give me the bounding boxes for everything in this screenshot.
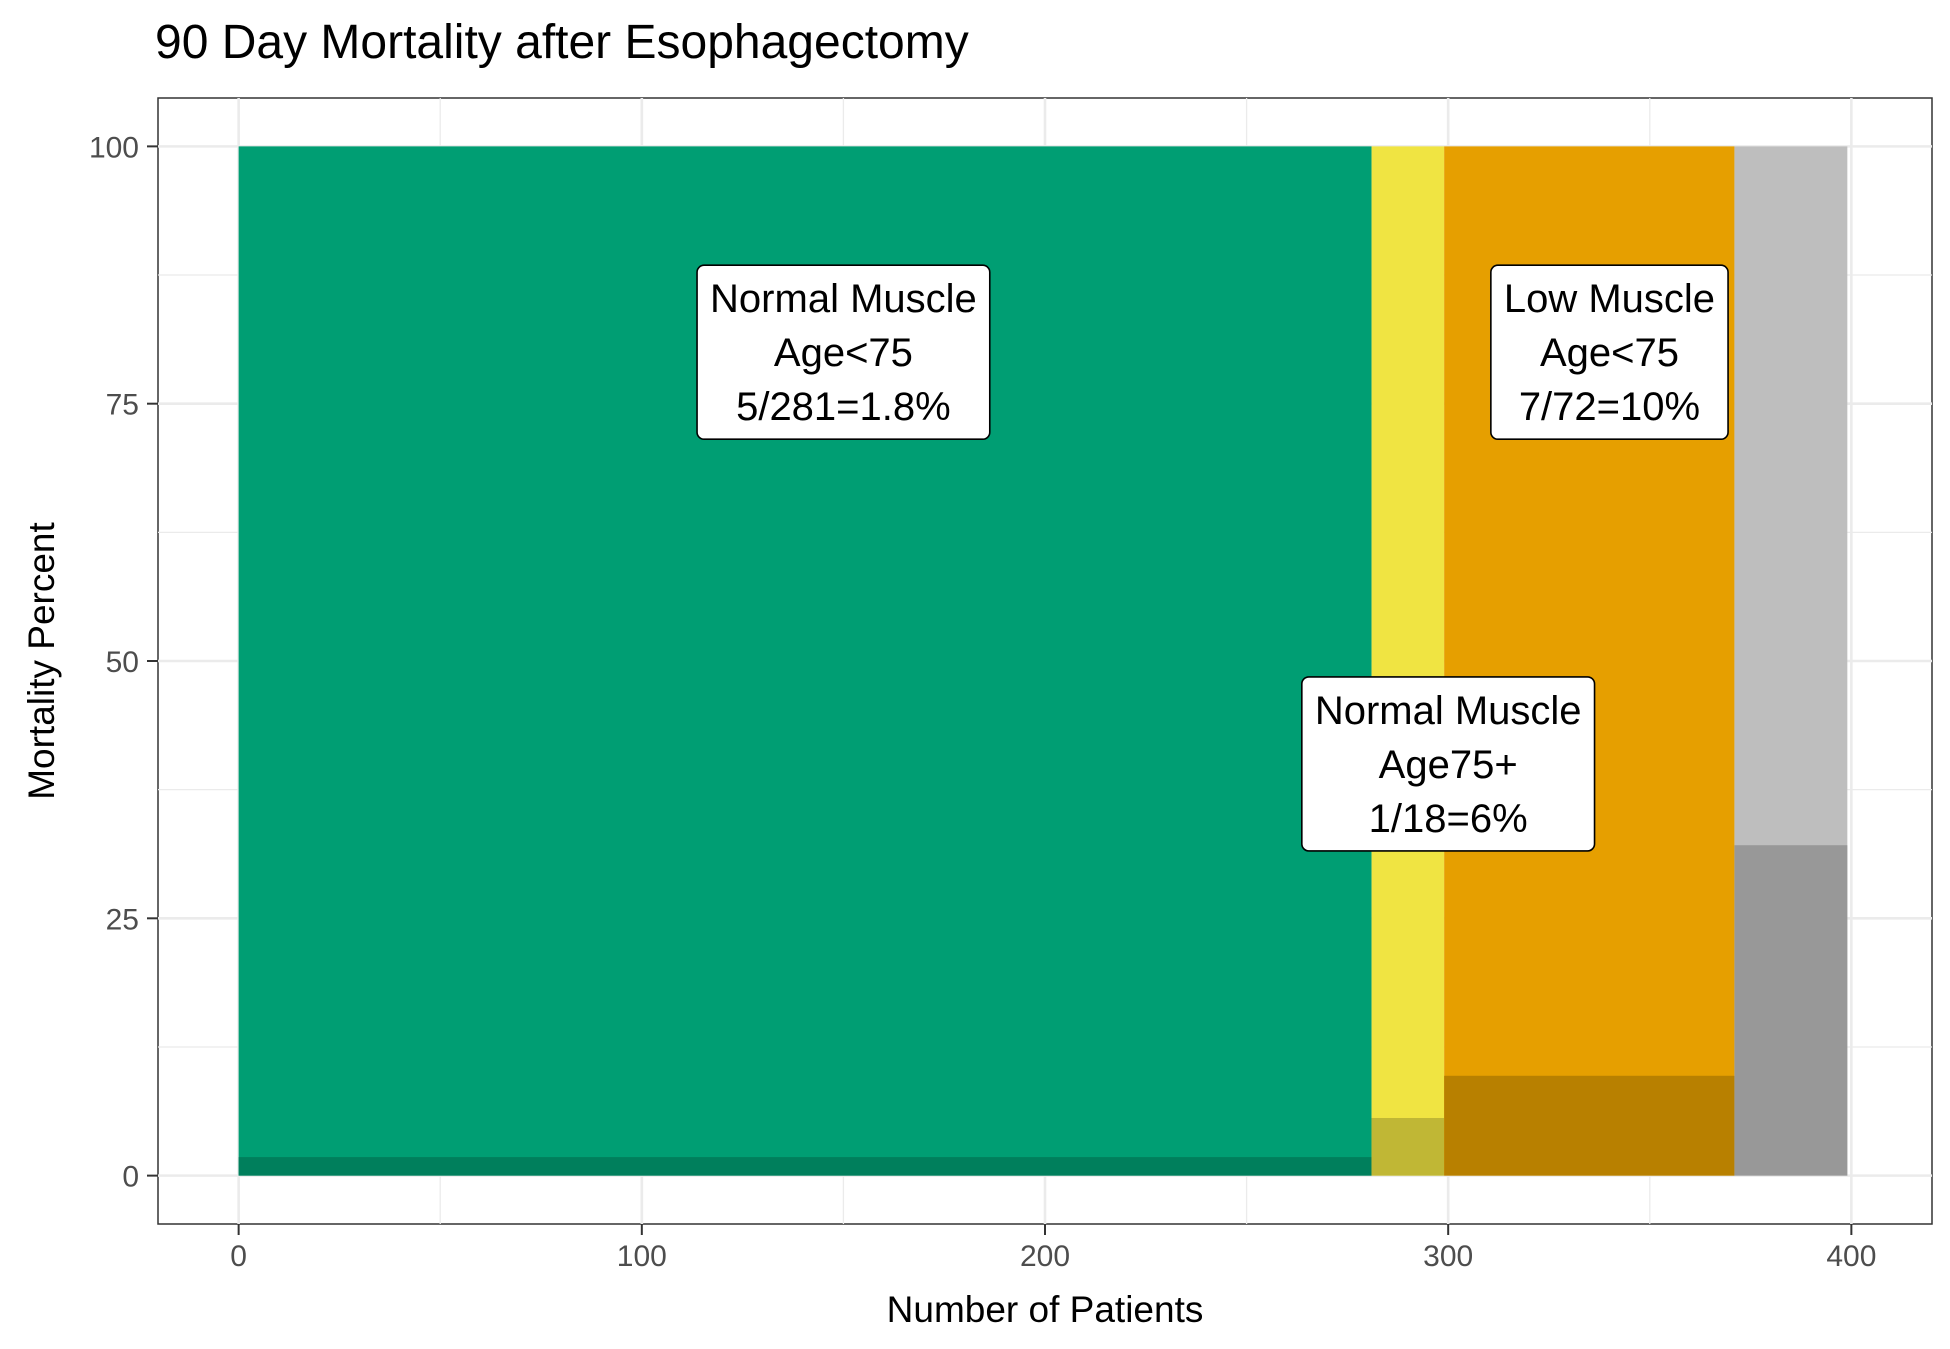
y-tick-label: 50 xyxy=(106,646,139,679)
bar-mortality-1 xyxy=(1371,1117,1445,1176)
annotation-label-1: Low Muscle Age<75 7/72=10% xyxy=(1490,264,1729,441)
annotation-text: 7/72=10% xyxy=(1519,385,1700,429)
x-tick-label: 0 xyxy=(230,1240,247,1273)
annotation-label-0: Normal Muscle Age<75 5/281=1.8% xyxy=(696,264,991,441)
bars xyxy=(238,146,1848,1176)
x-tick-label: 400 xyxy=(1826,1240,1876,1273)
y-tick-label: 25 xyxy=(106,903,139,936)
annotation-text: Age<75 xyxy=(774,331,913,375)
annotation-text: Age<75 xyxy=(1540,331,1679,375)
annotation-text: Normal Muscle xyxy=(1315,689,1582,733)
x-tick-label: 300 xyxy=(1423,1240,1473,1273)
annotation-text: 5/281=1.8% xyxy=(736,385,951,429)
bar-mortality-2 xyxy=(1444,1075,1735,1176)
annotation-box xyxy=(1490,264,1729,441)
annotation-text: Normal Muscle xyxy=(710,277,977,321)
annotation-text: Low Muscle xyxy=(1504,277,1715,321)
axes: 0 100 200 300 400 0 25 50 75 100 xyxy=(89,131,1876,1273)
x-tick-label: 100 xyxy=(617,1240,667,1273)
bar-total-1 xyxy=(1371,146,1445,1176)
annotations: Normal Muscle Age<75 5/281=1.8% Low Muscle A… xyxy=(696,264,1729,852)
y-axis-title: Mortality Percent xyxy=(21,521,62,799)
annotation-box xyxy=(1301,676,1596,852)
y-tick-label: 100 xyxy=(89,131,139,164)
x-axis-title: Number of Patients xyxy=(887,1289,1204,1330)
bar-mortality-0 xyxy=(238,1157,1372,1176)
y-tick-label: 75 xyxy=(106,389,139,422)
annotation-text: 1/18=6% xyxy=(1369,797,1528,841)
annotation-label-2: Normal Muscle Age75+ 1/18=6% xyxy=(1301,676,1596,852)
x-tick-label: 200 xyxy=(1020,1240,1070,1273)
annotation-box xyxy=(696,264,991,441)
y-tick-label: 0 xyxy=(122,1161,139,1194)
annotation-text: Age75+ xyxy=(1379,743,1518,787)
chart-title: 90 Day Mortality after Esophagectomy xyxy=(155,16,969,69)
bar-mortality-3 xyxy=(1734,845,1848,1176)
